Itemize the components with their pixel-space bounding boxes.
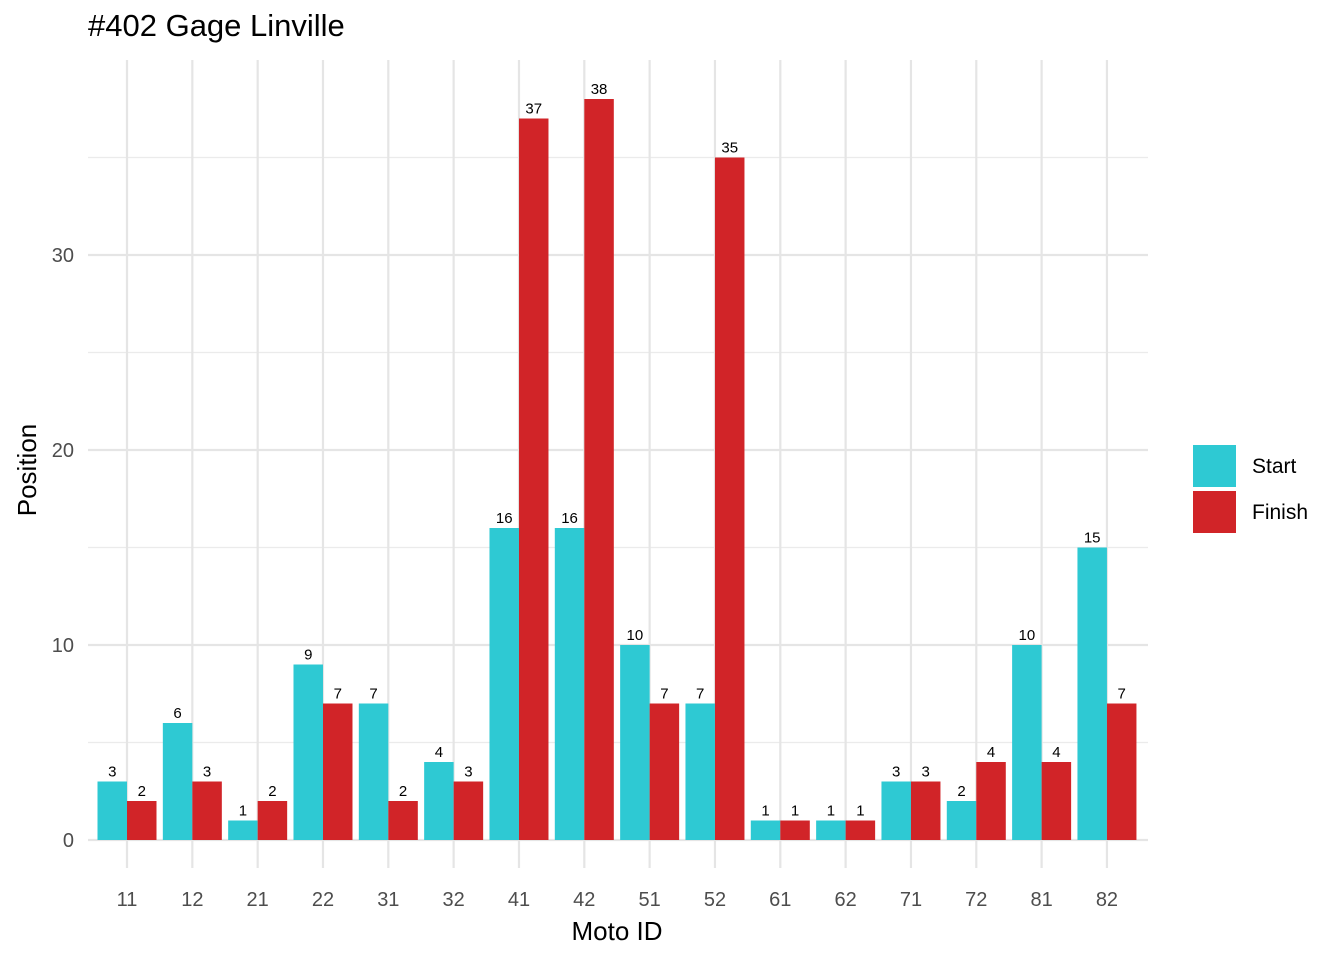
legend-label-start: Start	[1252, 455, 1297, 478]
bar-start	[162, 723, 193, 840]
bar-finish	[976, 762, 1006, 840]
bar-finish	[192, 781, 222, 840]
data-label-start: 1	[761, 803, 769, 820]
x-tick-label: 81	[1030, 889, 1052, 911]
bar-finish	[1106, 703, 1137, 840]
data-label-finish: 35	[721, 140, 738, 157]
data-label-start: 16	[496, 510, 513, 527]
y-tick-label: 30	[52, 245, 74, 267]
data-label-start: 6	[173, 705, 181, 722]
bar-start	[620, 645, 650, 840]
bar-finish	[584, 99, 614, 840]
bar-start	[750, 820, 781, 840]
data-label-start: 16	[561, 510, 578, 527]
x-tick-label: 12	[181, 889, 203, 911]
x-tick-label: 22	[312, 889, 334, 911]
bar-start	[816, 820, 846, 840]
bars	[97, 99, 1137, 840]
x-tick-label: 62	[835, 889, 857, 911]
data-label-finish: 2	[399, 783, 407, 800]
bar-start	[1077, 547, 1107, 840]
data-label-finish: 1	[856, 803, 864, 820]
x-tick-label: 52	[704, 889, 726, 911]
data-label-start: 7	[369, 686, 377, 703]
data-label-finish: 7	[660, 686, 668, 703]
y-tick-label: 0	[63, 830, 74, 852]
data-label-start: 15	[1084, 530, 1101, 547]
legend-label-finish: Finish	[1252, 501, 1309, 524]
bar-start	[293, 664, 323, 840]
x-tick-label: 11	[117, 889, 138, 911]
data-label-finish: 1	[791, 803, 799, 820]
data-label-start: 4	[435, 744, 443, 761]
data-label-start: 10	[1019, 627, 1036, 644]
data-label-finish: 38	[591, 81, 608, 98]
data-label-finish: 37	[525, 101, 542, 118]
data-label-finish: 2	[138, 783, 146, 800]
bar-finish	[714, 157, 745, 840]
bar-finish	[453, 781, 484, 840]
x-tick-label: 82	[1096, 889, 1118, 911]
data-label-start: 3	[108, 764, 116, 781]
bar-finish	[845, 820, 876, 840]
y-axis-title: Position	[12, 424, 42, 517]
bar-finish	[649, 703, 680, 840]
bar-start	[1012, 645, 1042, 840]
legend-item-finish: Finish	[1193, 491, 1333, 537]
bar-finish	[1041, 762, 1072, 840]
bar-finish	[388, 801, 418, 840]
x-tick-label: 31	[377, 889, 399, 911]
data-label-start: 3	[892, 764, 900, 781]
y-tick-label: 10	[52, 635, 74, 657]
bar-finish	[322, 703, 353, 840]
x-tick-label: 61	[769, 889, 791, 911]
bar-start	[489, 528, 519, 840]
x-tick-label: 42	[573, 889, 595, 911]
bar-start	[228, 820, 258, 840]
data-label-finish: 2	[268, 783, 276, 800]
bar-finish	[780, 820, 810, 840]
x-tick-label: 32	[443, 889, 465, 911]
bar-start	[358, 703, 389, 840]
bar-finish	[127, 801, 157, 840]
bar-start	[946, 801, 977, 840]
y-tick-label: 20	[52, 440, 74, 462]
bar-start	[554, 528, 585, 840]
bar-start	[424, 762, 454, 840]
x-tick-label: 21	[247, 889, 269, 911]
data-labels: 3 6 1 9 7 4 16 16 10 7 1 1 3 2 10 15 2 3 2 7 2 3 37 38 7 35 1 1 3 4 4 7	[108, 81, 1126, 820]
data-label-finish: 4	[1052, 744, 1060, 761]
bar-finish	[518, 118, 549, 840]
x-tick-label: 41	[508, 889, 530, 911]
bar-start	[881, 781, 911, 840]
bar-start	[97, 781, 127, 840]
data-label-start: 1	[239, 803, 247, 820]
data-label-finish: 3	[464, 764, 472, 781]
data-label-finish: 7	[1118, 686, 1126, 703]
data-label-start: 7	[696, 686, 704, 703]
bar-start	[685, 703, 715, 840]
bar-finish	[910, 781, 941, 840]
x-tick-label: 72	[965, 889, 987, 911]
legend: Start Finish	[1193, 445, 1333, 537]
data-label-start: 1	[827, 803, 835, 820]
bar-finish	[257, 801, 288, 840]
data-label-start: 10	[627, 627, 644, 644]
chart-title: #402 Gage Linville	[88, 8, 345, 43]
data-label-finish: 4	[987, 744, 995, 761]
data-label-finish: 3	[203, 764, 211, 781]
legend-item-start: Start	[1193, 445, 1333, 491]
x-tick-label: 71	[900, 889, 922, 911]
legend-swatch-finish	[1193, 491, 1236, 533]
x-axis-title: Moto ID	[571, 916, 662, 946]
data-label-start: 2	[957, 783, 965, 800]
data-label-start: 9	[304, 647, 312, 664]
data-label-finish: 7	[334, 686, 342, 703]
legend-swatch-start	[1193, 445, 1236, 487]
x-tick-label: 51	[639, 889, 661, 911]
data-label-finish: 3	[922, 764, 930, 781]
